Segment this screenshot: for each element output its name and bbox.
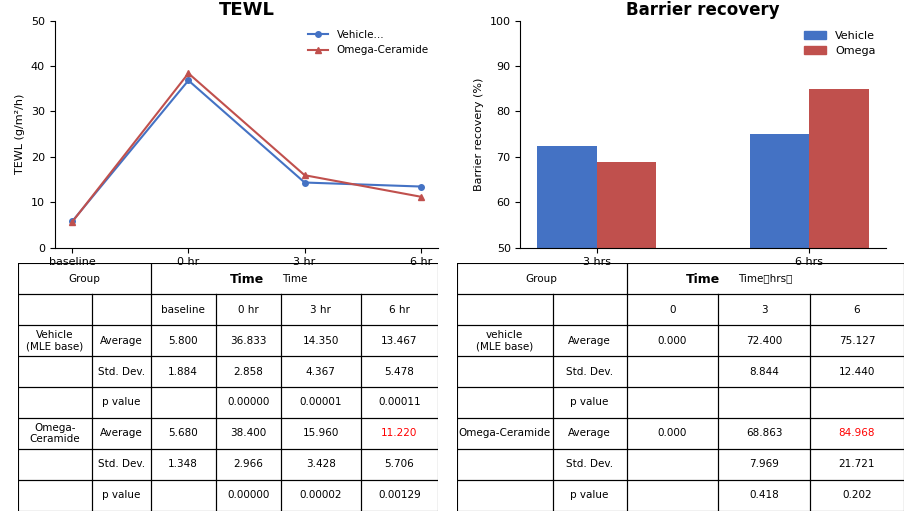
Text: p value: p value (102, 397, 141, 408)
Text: Std. Dev.: Std. Dev. (98, 459, 145, 470)
Title: TEWL: TEWL (218, 1, 275, 19)
Text: 6 hr: 6 hr (389, 304, 410, 315)
Text: 0.00011: 0.00011 (378, 397, 421, 408)
Y-axis label: Barrier recovery (%): Barrier recovery (%) (474, 77, 484, 191)
Text: 1.884: 1.884 (168, 366, 198, 377)
Text: 7.969: 7.969 (750, 459, 779, 470)
Vehicle... (415, 183, 426, 189)
Text: 0: 0 (669, 304, 676, 315)
Text: 0 hr: 0 hr (237, 304, 258, 315)
X-axis label: Time: Time (229, 273, 264, 286)
Text: 38.400: 38.400 (230, 428, 267, 439)
Text: 11.220: 11.220 (382, 428, 417, 439)
Text: Omega-
Ceramide: Omega- Ceramide (30, 423, 80, 444)
Text: 5.478: 5.478 (384, 366, 415, 377)
Text: 4.367: 4.367 (306, 366, 336, 377)
Text: 14.350: 14.350 (302, 335, 339, 346)
Text: vehicle
(MLE base): vehicle (MLE base) (476, 330, 533, 351)
Text: 5.800: 5.800 (168, 335, 198, 346)
Text: Average: Average (100, 335, 142, 346)
Text: 0.00001: 0.00001 (299, 397, 341, 408)
Text: 68.863: 68.863 (746, 428, 782, 439)
Text: Std. Dev.: Std. Dev. (566, 366, 614, 377)
Text: 84.968: 84.968 (839, 428, 876, 439)
Vehicle... (67, 218, 78, 224)
Text: Vehicle
(MLE base): Vehicle (MLE base) (26, 330, 84, 351)
Y-axis label: TEWL (g/m²/h): TEWL (g/m²/h) (16, 94, 26, 174)
Text: 72.400: 72.400 (746, 335, 782, 346)
Text: 0.00002: 0.00002 (299, 490, 341, 501)
Bar (810, 89, 869, 475)
Bar (750, 134, 810, 475)
Text: 75.127: 75.127 (839, 335, 876, 346)
Bar (596, 162, 656, 475)
Omega-Ceramide (299, 172, 310, 179)
Text: 0.202: 0.202 (842, 490, 872, 501)
Text: 3: 3 (761, 304, 768, 315)
Text: 36.833: 36.833 (230, 335, 267, 346)
Omega-Ceramide (183, 70, 194, 76)
Text: 5.706: 5.706 (384, 459, 415, 470)
Text: baseline: baseline (162, 304, 205, 315)
Text: p value: p value (571, 397, 609, 408)
Text: Time（hrs）: Time（hrs） (738, 273, 792, 284)
Vehicle... (183, 77, 194, 84)
Text: p value: p value (102, 490, 141, 501)
Text: Average: Average (568, 428, 611, 439)
Text: Group: Group (526, 273, 558, 284)
Text: Group: Group (68, 273, 100, 284)
Vehicle... (299, 180, 310, 186)
Text: 21.721: 21.721 (839, 459, 876, 470)
Text: 0.00000: 0.00000 (227, 490, 269, 501)
Text: 6: 6 (854, 304, 860, 315)
Text: Omega-Ceramide: Omega-Ceramide (458, 428, 551, 439)
Text: 2.858: 2.858 (233, 366, 263, 377)
Text: Average: Average (100, 428, 142, 439)
Text: 0.418: 0.418 (750, 490, 779, 501)
Text: 5.680: 5.680 (168, 428, 198, 439)
Text: 0.00129: 0.00129 (378, 490, 421, 501)
Line: Omega-Ceramide: Omega-Ceramide (68, 70, 425, 225)
Text: 0.00000: 0.00000 (227, 397, 269, 408)
Text: 15.960: 15.960 (302, 428, 339, 439)
Bar (537, 146, 596, 475)
Text: 13.467: 13.467 (381, 335, 417, 346)
Text: 8.844: 8.844 (750, 366, 779, 377)
Text: 3 hr: 3 hr (310, 304, 331, 315)
Text: Time: Time (282, 273, 307, 284)
Text: 12.440: 12.440 (839, 366, 875, 377)
Line: Vehicle...: Vehicle... (69, 77, 424, 224)
Text: 3.428: 3.428 (306, 459, 336, 470)
Text: 0.000: 0.000 (657, 428, 687, 439)
Title: Barrier recovery: Barrier recovery (626, 1, 780, 19)
X-axis label: Time: Time (686, 273, 720, 286)
Text: 0.000: 0.000 (657, 335, 687, 346)
Legend: Vehicle..., Omega-Ceramide: Vehicle..., Omega-Ceramide (303, 26, 433, 59)
Text: p value: p value (571, 490, 609, 501)
Text: Std. Dev.: Std. Dev. (98, 366, 145, 377)
Text: Std. Dev.: Std. Dev. (566, 459, 614, 470)
Omega-Ceramide (67, 219, 78, 225)
Text: Average: Average (568, 335, 611, 346)
Omega-Ceramide (415, 194, 426, 200)
Text: 1.348: 1.348 (168, 459, 198, 470)
Legend: Vehicle, Omega: Vehicle, Omega (800, 26, 880, 61)
Text: 2.966: 2.966 (233, 459, 263, 470)
